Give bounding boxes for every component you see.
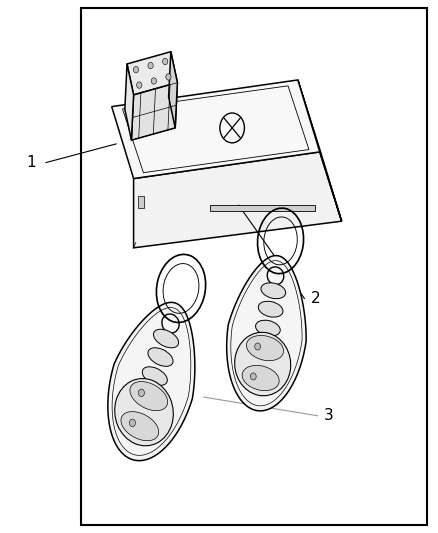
Polygon shape xyxy=(169,52,177,128)
Text: 3: 3 xyxy=(324,408,333,423)
Circle shape xyxy=(255,343,261,350)
Polygon shape xyxy=(227,256,306,411)
Circle shape xyxy=(148,62,153,69)
Circle shape xyxy=(138,389,145,397)
Ellipse shape xyxy=(121,411,159,441)
Ellipse shape xyxy=(258,301,283,317)
Ellipse shape xyxy=(115,378,173,446)
Polygon shape xyxy=(127,52,177,95)
Circle shape xyxy=(137,82,142,88)
Text: 2: 2 xyxy=(311,291,320,306)
Ellipse shape xyxy=(255,320,280,336)
Ellipse shape xyxy=(235,332,291,396)
Circle shape xyxy=(162,58,168,64)
Ellipse shape xyxy=(153,329,179,348)
Circle shape xyxy=(166,74,171,80)
Ellipse shape xyxy=(148,348,173,366)
Circle shape xyxy=(251,373,256,380)
Polygon shape xyxy=(131,83,177,140)
Bar xyxy=(138,196,144,208)
Ellipse shape xyxy=(130,382,168,410)
Polygon shape xyxy=(125,64,134,140)
Circle shape xyxy=(129,419,135,426)
Polygon shape xyxy=(108,302,195,461)
Polygon shape xyxy=(134,152,342,248)
Ellipse shape xyxy=(261,283,286,298)
Text: 1: 1 xyxy=(26,155,35,170)
Circle shape xyxy=(151,78,156,84)
Polygon shape xyxy=(112,80,320,179)
Bar xyxy=(81,8,427,525)
Circle shape xyxy=(133,67,138,73)
Ellipse shape xyxy=(247,335,283,361)
Ellipse shape xyxy=(142,367,167,385)
Bar xyxy=(210,205,315,211)
Polygon shape xyxy=(298,80,342,221)
Ellipse shape xyxy=(242,366,279,391)
